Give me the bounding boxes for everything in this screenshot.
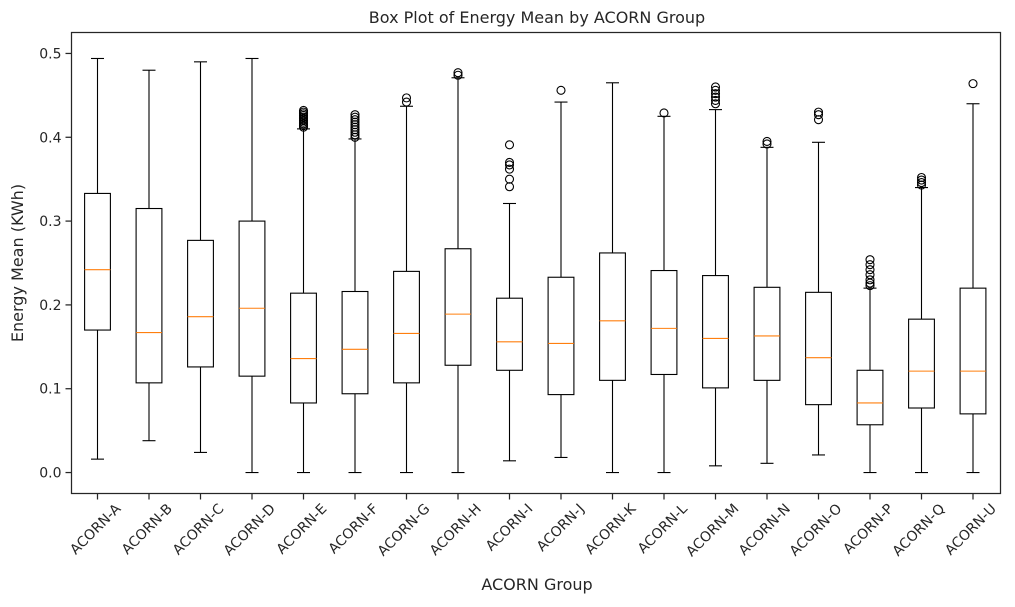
- outlier-point: [504, 160, 515, 170]
- x-tick-label: ACORN-K: [582, 500, 640, 558]
- outlier-point: [865, 270, 875, 280]
- y-tick-label: 0.4: [39, 130, 61, 146]
- outlier-point: [298, 105, 309, 116]
- outlier-point: [350, 110, 360, 120]
- box-acorn-j: [547, 276, 575, 396]
- y-tick-label: 0.5: [39, 46, 61, 62]
- outlier-point: [865, 281, 875, 291]
- x-tick-label: ACORN-G: [375, 501, 434, 560]
- x-tick-label: ACORN-Q: [890, 501, 949, 560]
- outlier-point: [865, 275, 875, 285]
- box-acorn-o: [805, 291, 832, 406]
- box-acorn-e: [290, 292, 317, 404]
- x-tick-label: ACORN-E: [274, 501, 331, 558]
- outlier-point: [710, 99, 721, 109]
- outlier-point: [968, 79, 978, 89]
- box-acorn-n: [753, 286, 781, 381]
- box-acorn-g: [393, 270, 420, 384]
- outlier-point: [710, 85, 721, 95]
- x-tick-label: ACORN-N: [736, 501, 794, 559]
- outlier-point: [350, 115, 360, 125]
- box-acorn-k: [599, 252, 626, 381]
- box-acorn-q: [908, 318, 935, 409]
- outlier-point: [401, 93, 412, 103]
- box-acorn-c: [187, 239, 214, 368]
- outlier-point: [916, 172, 927, 183]
- box-acorn-i: [496, 297, 523, 371]
- plot-marks: 0.00.10.20.30.40.5ACORN-AACORN-BACORN-CA…: [39, 46, 1000, 560]
- box-acorn-d: [238, 220, 266, 377]
- outlier-point: [865, 260, 875, 270]
- x-tick-label: ACORN-D: [221, 501, 279, 559]
- outlier-point: [710, 89, 721, 99]
- outlier-point: [350, 112, 360, 122]
- chart-title: Box Plot of Energy Mean by ACORN Group: [369, 8, 705, 27]
- x-tick-label: ACORN-B: [119, 501, 176, 558]
- box-acorn-h: [444, 248, 472, 366]
- x-tick-label: ACORN-A: [67, 501, 124, 558]
- outlier-point: [504, 140, 515, 150]
- box-acorn-m: [702, 275, 729, 389]
- x-tick-label: ACORN-F: [326, 501, 382, 557]
- outlier-point: [453, 68, 463, 78]
- outlier-point: [710, 82, 721, 92]
- box-acorn-l: [650, 269, 678, 376]
- x-tick-label: ACORN-J: [534, 501, 588, 555]
- box-acorn-a: [84, 192, 111, 331]
- x-tick-label: ACORN-P: [840, 501, 896, 557]
- x-axis-label: ACORN Group: [481, 575, 592, 594]
- outlier-point: [504, 164, 515, 174]
- outlier-point: [453, 70, 463, 80]
- x-tick-label: ACORN-I: [483, 501, 536, 554]
- outlier-point: [813, 107, 824, 117]
- outlier-point: [504, 174, 515, 184]
- box-acorn-u: [959, 287, 987, 415]
- y-tick-label: 0.3: [39, 214, 61, 230]
- plot-frame: [70, 31, 1002, 495]
- x-tick-label: ACORN-O: [787, 501, 846, 560]
- outlier-point: [710, 92, 721, 102]
- y-tick-label: 0.0: [39, 466, 61, 482]
- y-tick-label: 0.1: [39, 382, 61, 398]
- outlier-point: [556, 85, 566, 95]
- y-axis-label: Energy Mean (KWh): [8, 184, 27, 342]
- x-tick-label: ACORN-C: [170, 501, 228, 559]
- outlier-point: [401, 97, 412, 107]
- box-acorn-f: [341, 290, 369, 395]
- x-tick-label: ACORN-M: [683, 501, 742, 560]
- box-acorn-p: [856, 369, 884, 426]
- outlier-point: [710, 95, 721, 105]
- outlier-point: [762, 136, 772, 147]
- outlier-point: [916, 177, 927, 188]
- outlier-point: [504, 157, 515, 167]
- outlier-point: [659, 108, 669, 118]
- outlier-point: [865, 255, 875, 265]
- x-tick-label: ACORN-H: [427, 501, 485, 559]
- outlier-point: [865, 265, 875, 275]
- x-tick-label: ACORN-U: [942, 501, 1000, 559]
- outlier-point: [762, 139, 772, 149]
- box-acorn-b: [135, 207, 163, 384]
- outlier-point: [916, 175, 927, 185]
- outlier-point: [813, 110, 824, 120]
- outlier-point: [504, 182, 515, 192]
- y-tick-label: 0.2: [39, 298, 61, 314]
